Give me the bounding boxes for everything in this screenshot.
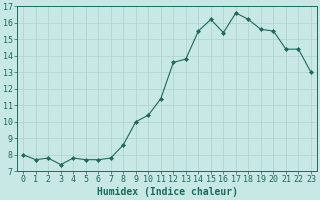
X-axis label: Humidex (Indice chaleur): Humidex (Indice chaleur) bbox=[97, 187, 237, 197]
